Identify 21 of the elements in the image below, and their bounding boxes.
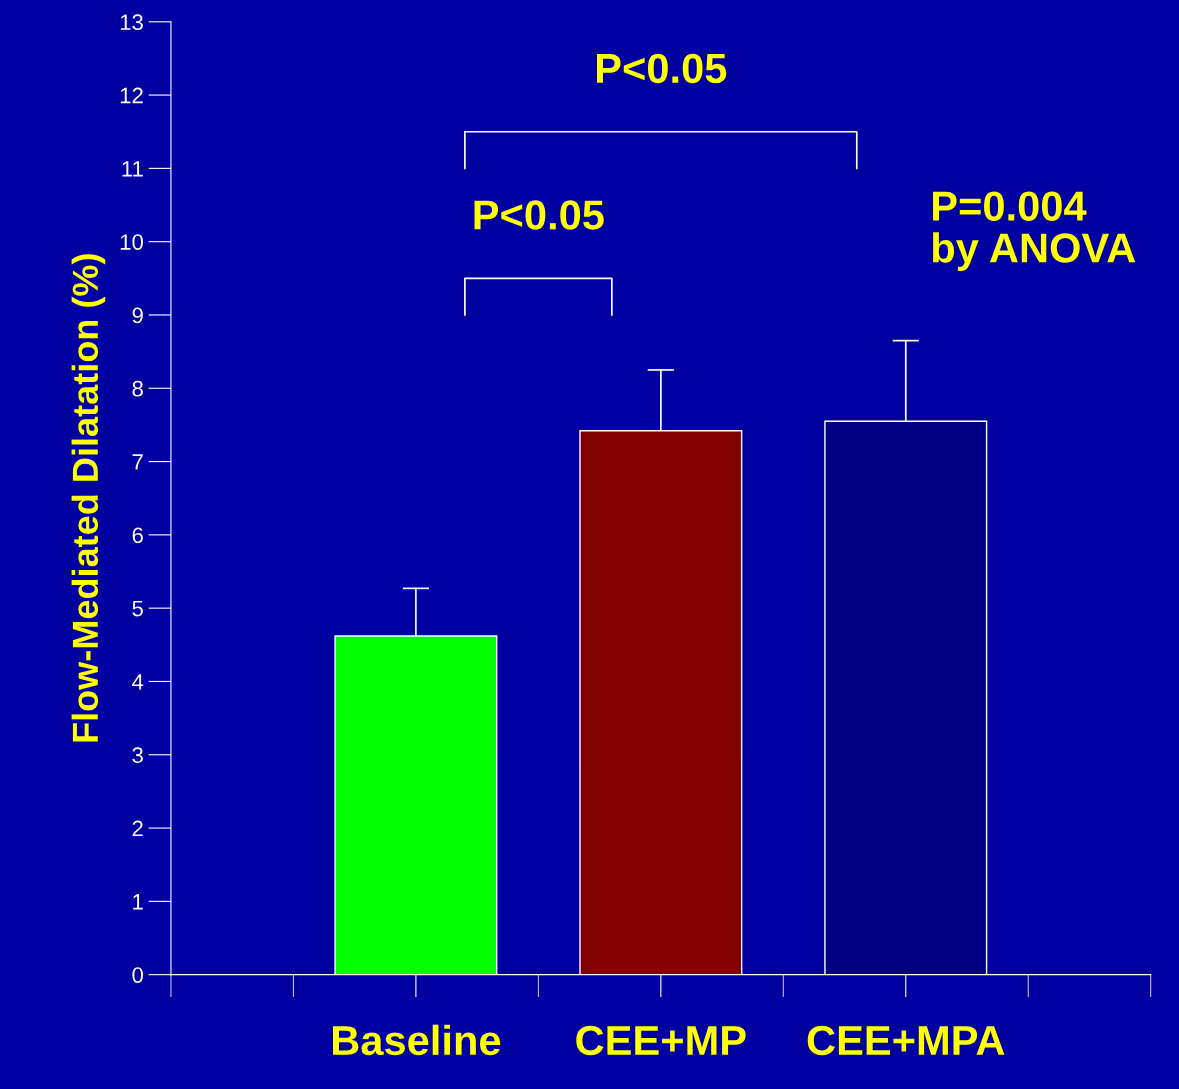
y-tick-label: 10	[120, 234, 143, 250]
y-tick-label: 7	[132, 454, 143, 470]
y-tick-label: 8	[132, 380, 143, 397]
y-tick-label: 9	[132, 307, 143, 324]
y-tick-label: 6	[132, 527, 143, 544]
y-tick-label: 13	[120, 14, 143, 31]
y-tick-label: 12	[120, 87, 143, 104]
y-tick-label: 11	[122, 161, 143, 177]
y-tick-label: 2	[132, 820, 143, 837]
x-tick-label: CEE+MPA	[807, 1025, 1005, 1056]
y-tick-label: 0	[132, 967, 143, 983]
y-tick-label: 4	[132, 674, 144, 690]
annotation: P<0.05	[597, 53, 727, 84]
y-tick-label: 3	[132, 747, 143, 764]
x-tick-label: Baseline	[332, 1024, 501, 1056]
y-axis-title: Flow-Mediated Dilatation (%)	[71, 254, 106, 742]
annotation: P=0.004 by ANOVA	[933, 191, 1136, 271]
y-tick-label: 1	[133, 894, 143, 910]
x-tick-label: CEE+MP	[576, 1025, 746, 1056]
annotation: P<0.05	[474, 200, 604, 230]
y-tick-label: 5	[132, 600, 143, 617]
